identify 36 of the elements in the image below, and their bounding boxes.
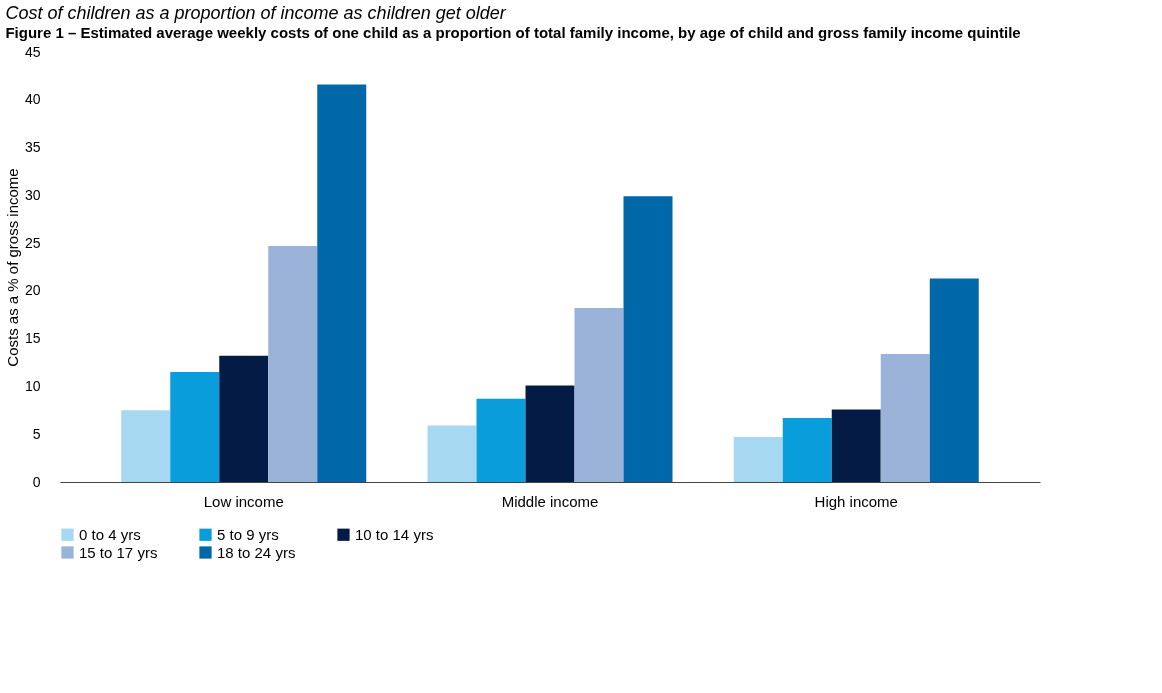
x-tick-label: Low income — [203, 492, 284, 510]
y-tick-label: 5 — [32, 425, 41, 442]
chart-title: Cost of children as a proportion of income as children get older — [5, 3, 507, 23]
y-axis-title: Costs as a % of gross income — [3, 168, 21, 367]
bar — [733, 437, 783, 482]
bar — [525, 385, 575, 482]
y-tick-label: 30 — [24, 186, 41, 203]
y-tick-label: 15 — [24, 330, 41, 347]
bar — [121, 410, 171, 482]
bar — [170, 372, 220, 482]
bar — [219, 355, 269, 482]
bar — [831, 409, 881, 482]
legend-label: 10 to 14 yrs — [355, 525, 434, 543]
y-tick-label: 35 — [24, 139, 41, 156]
bar — [880, 353, 930, 482]
chart-subtitle: Figure 1 – Estimated average weekly costs of one child as a proportion of total family income, by age of child and gross family income quintile — [5, 24, 1021, 41]
bar — [623, 196, 673, 482]
y-tick-label: 0 — [32, 473, 41, 490]
bar — [574, 308, 624, 482]
y-tick-label: 20 — [24, 282, 41, 299]
y-tick-label: 10 — [24, 377, 41, 394]
x-tick-label: Middle income — [501, 492, 599, 510]
bar — [317, 84, 367, 482]
bar — [476, 398, 526, 482]
y-tick-label: 25 — [24, 234, 41, 251]
bar — [929, 278, 979, 482]
bar — [268, 245, 318, 482]
legend-label: 15 to 17 yrs — [79, 543, 158, 561]
x-tick-label: High income — [814, 492, 898, 510]
bar — [782, 417, 832, 482]
legend-label: 5 to 9 yrs — [217, 525, 279, 543]
bar — [427, 425, 477, 482]
legend-label: 18 to 24 yrs — [217, 543, 296, 561]
y-tick-label: 45 — [24, 43, 41, 60]
y-tick-label: 40 — [24, 91, 41, 108]
legend-label: 0 to 4 yrs — [79, 525, 141, 543]
